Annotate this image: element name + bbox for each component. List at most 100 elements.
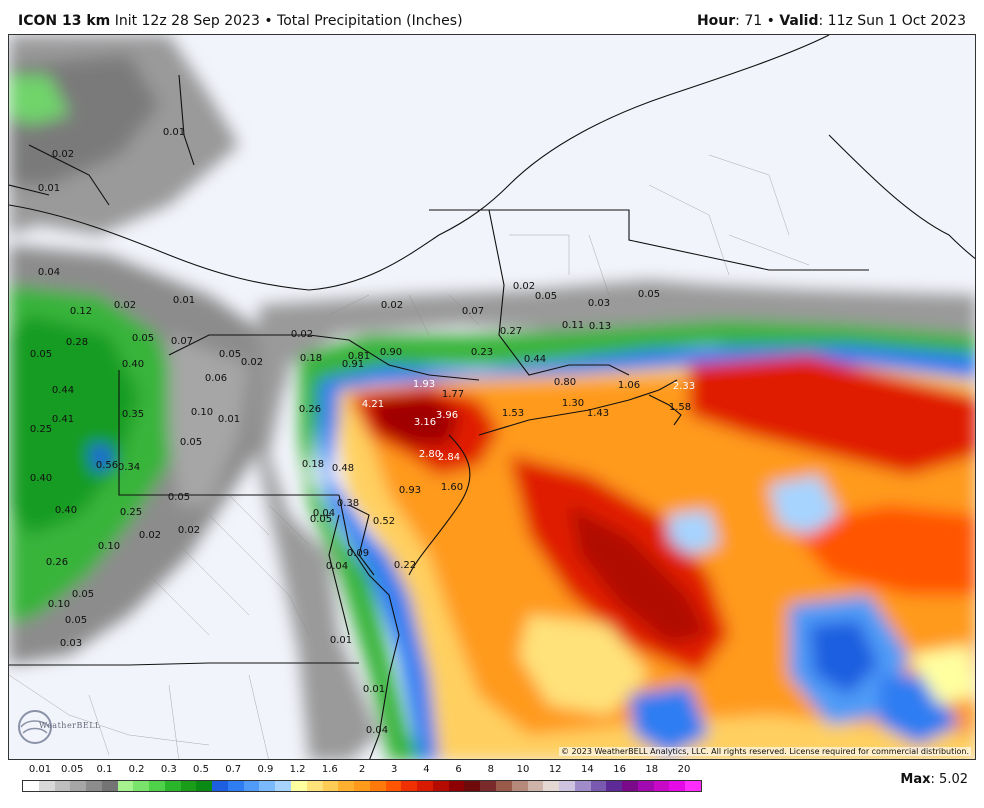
- legend-swatch: [669, 781, 686, 791]
- valid-label: Valid: [779, 13, 819, 29]
- legend-swatch: [448, 781, 465, 791]
- legend-tick-label: 12: [548, 764, 562, 775]
- precip-value-label: 0.23: [471, 347, 493, 358]
- legend-tick-label: 0.05: [61, 764, 84, 775]
- precip-value-label: 0.05: [638, 289, 660, 300]
- precip-value-label: 2.80: [419, 449, 441, 460]
- legend-swatch: [637, 781, 654, 791]
- color-legend: 0.01 0.05 0.1 0.2 0.3 0.5 0.7 0.9 1.2 1.6 2 3 4 6 8 10 1…: [22, 764, 702, 804]
- legend-swatch: [527, 781, 544, 791]
- precip-value-label: 0.18: [300, 353, 322, 364]
- value-label-layer: 0.01 0.02 0.01 0.04 0.12 0.02 0.01 0.05 0.28 0.05…: [30, 127, 695, 736]
- precip-value-label: 1.77: [442, 389, 464, 400]
- weatherbell-logo: WeatherBELL: [17, 707, 107, 747]
- precip-value-label: 0.34: [118, 462, 140, 473]
- precip-value-label: 0.03: [588, 298, 610, 309]
- header-right: Hour: 71 • Valid: 11z Sun 1 Oct 2023: [696, 13, 966, 29]
- legend-tick-label: 16: [613, 764, 626, 775]
- logo-globe-icon: [18, 710, 52, 744]
- legend-swatch: [243, 781, 260, 791]
- precip-value-label: 0.04: [38, 267, 60, 278]
- legend-tick-label: 2: [358, 764, 366, 775]
- precip-value-label: 0.02: [241, 357, 263, 368]
- legend-swatch: [590, 781, 607, 791]
- legend-swatch: [385, 781, 402, 791]
- precip-value-label: 0.80: [554, 377, 576, 388]
- precip-value-label: 0.38: [337, 498, 359, 509]
- precip-value-label: 0.10: [98, 541, 120, 552]
- precip-value-label: 0.25: [120, 507, 142, 518]
- legend-tick-label: 0.5: [193, 764, 209, 775]
- precip-value-label: 0.02: [114, 300, 136, 311]
- max-value: Max: 5.02: [900, 772, 968, 787]
- valid-value: 11z Sun 1 Oct 2023: [827, 13, 966, 29]
- precip-value-label: 0.11: [562, 320, 584, 331]
- precip-value-label: 2.33: [673, 381, 695, 392]
- precip-value-label: 0.07: [171, 336, 193, 347]
- precip-value-label: 3.16: [414, 417, 436, 428]
- precip-value-label: 0.81: [348, 351, 370, 362]
- precip-value-label: 0.04: [366, 725, 388, 736]
- legend-swatch: [338, 781, 355, 791]
- precip-value-label: 1.30: [562, 398, 584, 409]
- field-name: Total Precipitation (Inches): [277, 13, 463, 29]
- precip-value-label: 0.05: [132, 333, 154, 344]
- legend-swatch: [38, 781, 55, 791]
- legend-swatch: [164, 781, 181, 791]
- precip-value-label: 3.96: [436, 410, 458, 421]
- precip-value-label: 0.44: [524, 354, 546, 365]
- copyright-notice: © 2023 WeatherBELL Analytics, LLC. All r…: [559, 747, 971, 756]
- precip-value-label: 0.02: [291, 329, 313, 340]
- legend-swatch: [574, 781, 591, 791]
- legend-swatch: [606, 781, 623, 791]
- legend-swatch: [495, 781, 512, 791]
- legend-tick-label: 4: [423, 764, 430, 775]
- legend-swatch: [86, 781, 102, 791]
- precip-value-label: 0.41: [52, 414, 74, 425]
- precip-value-label: 0.06: [205, 373, 227, 384]
- separator: •: [264, 13, 273, 29]
- legend-swatch: [369, 781, 386, 791]
- legend-tick-label: 0.3: [160, 764, 177, 775]
- precip-value-label: 0.13: [589, 321, 611, 332]
- precip-value-label: 0.05: [168, 492, 190, 503]
- precip-value-label: 0.10: [191, 407, 213, 418]
- legend-color-bar: [22, 780, 702, 792]
- precip-value-label: 0.91: [342, 359, 364, 370]
- legend-swatch: [227, 781, 244, 791]
- legend-swatch: [133, 781, 150, 791]
- precip-value-label: 0.93: [399, 485, 421, 496]
- legend-tick-label: 14: [581, 764, 594, 775]
- map-svg: 0.01 0.02 0.01 0.04 0.12 0.02 0.01 0.05 0.28 0.05…: [9, 35, 975, 759]
- precip-value-label: 0.40: [30, 473, 52, 484]
- precip-value-label: 0.40: [122, 359, 144, 370]
- precip-value-label: 0.01: [38, 183, 60, 194]
- precip-value-label: 0.12: [70, 306, 92, 317]
- precip-value-label: 0.01: [330, 635, 352, 646]
- legend-swatch: [322, 781, 339, 791]
- init-time: Init 12z 28 Sep 2023: [114, 13, 260, 29]
- legend-swatch: [432, 781, 449, 791]
- legend-tick-label: 0.9: [257, 764, 274, 775]
- precip-value-label: 0.18: [302, 459, 324, 470]
- precip-value-label: 0.01: [163, 127, 185, 138]
- precip-value-label: 1.93: [413, 379, 435, 390]
- legend-labels: 0.01 0.05 0.1 0.2 0.3 0.5 0.7 0.9 1.2 1.6 2 3 4 6 8 10 1…: [22, 764, 702, 778]
- legend-tick-label: 6: [455, 764, 462, 775]
- legend-swatch: [464, 781, 481, 791]
- precip-value-label: 0.05: [72, 589, 94, 600]
- precip-fill-layer: [9, 35, 975, 759]
- legend-swatch: [401, 781, 418, 791]
- legend-swatch: [196, 781, 213, 791]
- hour-label: Hour: [696, 13, 736, 29]
- legend-tick-label: 1.6: [321, 764, 338, 775]
- precip-value-label: 0.04: [313, 508, 335, 519]
- legend-swatch: [259, 781, 276, 791]
- precip-value-label: 1.53: [502, 408, 524, 419]
- precip-value-label: 0.90: [380, 347, 402, 358]
- precip-value-label: 0.26: [299, 404, 321, 415]
- precip-value-label: 0.07: [462, 306, 484, 317]
- legend-tick-label: 10: [516, 764, 530, 775]
- precip-value-label: 1.60: [441, 482, 463, 493]
- precipitation-map[interactable]: 0.01 0.02 0.01 0.04 0.12 0.02 0.01 0.05 0.28 0.05…: [8, 34, 976, 760]
